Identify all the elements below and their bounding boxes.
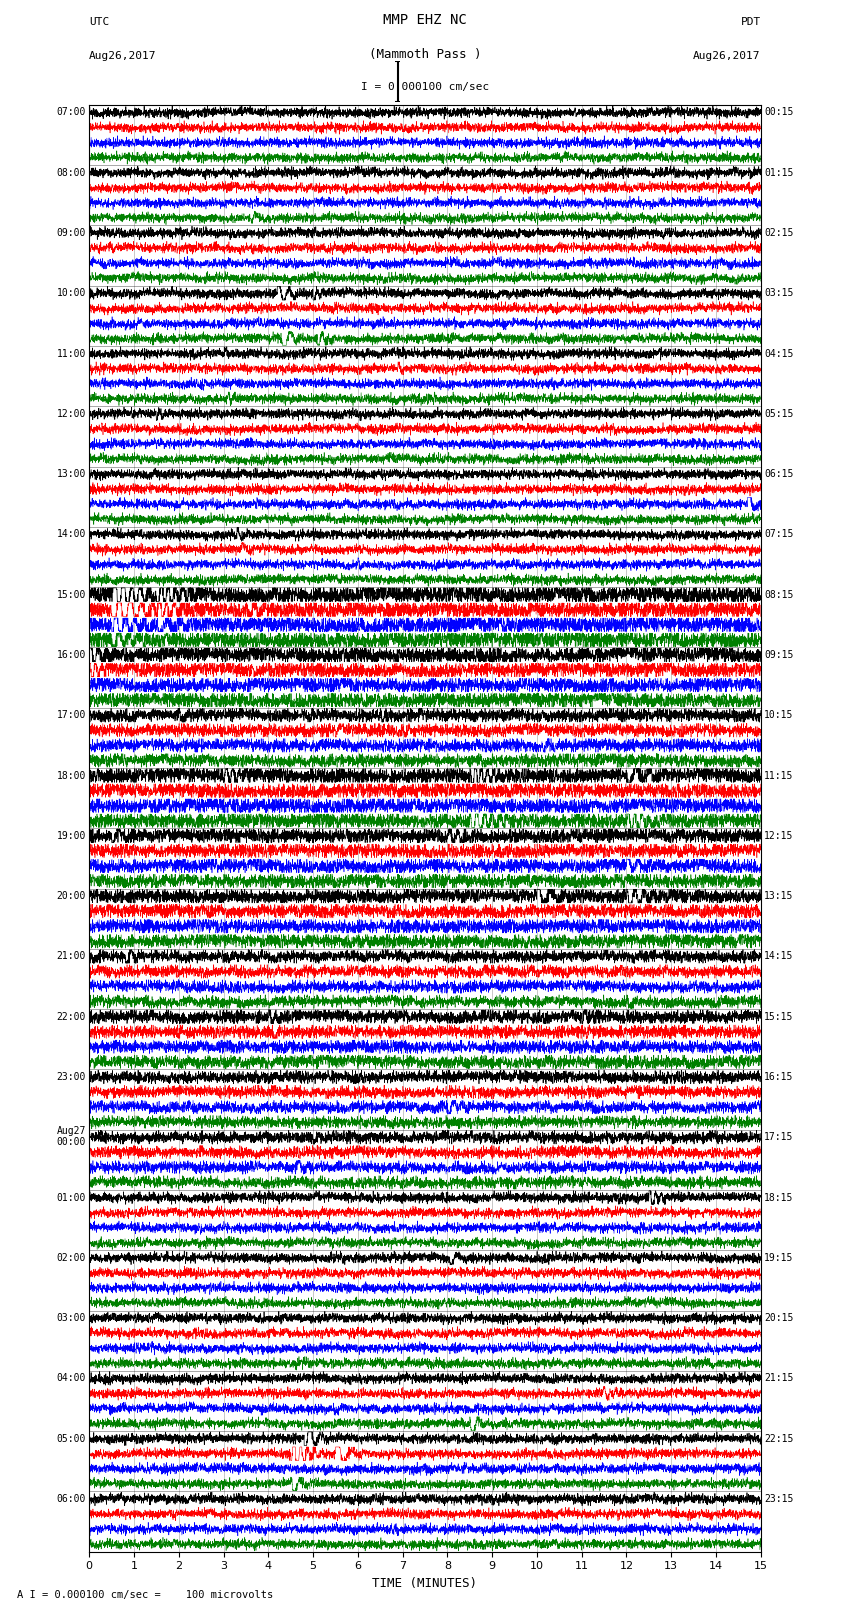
Text: 19:15: 19:15	[764, 1253, 794, 1263]
Text: 12:15: 12:15	[764, 831, 794, 840]
Text: 15:15: 15:15	[764, 1011, 794, 1021]
Text: 20:15: 20:15	[764, 1313, 794, 1323]
Text: 09:00: 09:00	[56, 227, 86, 239]
Text: 14:00: 14:00	[56, 529, 86, 539]
Text: 01:15: 01:15	[764, 168, 794, 177]
Text: 04:00: 04:00	[56, 1373, 86, 1384]
Text: 09:15: 09:15	[764, 650, 794, 660]
Text: 13:15: 13:15	[764, 890, 794, 902]
Text: 12:00: 12:00	[56, 408, 86, 419]
Text: 10:15: 10:15	[764, 710, 794, 721]
Text: I = 0.000100 cm/sec: I = 0.000100 cm/sec	[361, 82, 489, 92]
Text: 06:00: 06:00	[56, 1494, 86, 1503]
Text: 19:00: 19:00	[56, 831, 86, 840]
Text: Aug27: Aug27	[56, 1126, 86, 1136]
Text: UTC: UTC	[89, 18, 110, 27]
Text: 23:00: 23:00	[56, 1073, 86, 1082]
Text: 07:15: 07:15	[764, 529, 794, 539]
Text: 21:00: 21:00	[56, 952, 86, 961]
Text: 11:15: 11:15	[764, 771, 794, 781]
Text: 18:00: 18:00	[56, 771, 86, 781]
Text: 16:15: 16:15	[764, 1073, 794, 1082]
Text: 22:15: 22:15	[764, 1434, 794, 1444]
Text: 00:00: 00:00	[56, 1137, 86, 1147]
Text: 05:15: 05:15	[764, 408, 794, 419]
Text: 02:00: 02:00	[56, 1253, 86, 1263]
Text: 20:00: 20:00	[56, 890, 86, 902]
Text: 13:00: 13:00	[56, 469, 86, 479]
Text: 00:15: 00:15	[764, 108, 794, 118]
Text: 23:15: 23:15	[764, 1494, 794, 1503]
Text: 17:15: 17:15	[764, 1132, 794, 1142]
X-axis label: TIME (MINUTES): TIME (MINUTES)	[372, 1578, 478, 1590]
Text: 06:15: 06:15	[764, 469, 794, 479]
Text: Aug26,2017: Aug26,2017	[694, 52, 761, 61]
Text: 22:00: 22:00	[56, 1011, 86, 1021]
Text: 08:15: 08:15	[764, 590, 794, 600]
Text: 08:00: 08:00	[56, 168, 86, 177]
Text: 04:15: 04:15	[764, 348, 794, 358]
Text: 07:00: 07:00	[56, 108, 86, 118]
Text: 02:15: 02:15	[764, 227, 794, 239]
Text: 11:00: 11:00	[56, 348, 86, 358]
Text: 10:00: 10:00	[56, 289, 86, 298]
Text: 03:15: 03:15	[764, 289, 794, 298]
Text: 18:15: 18:15	[764, 1192, 794, 1203]
Text: MMP EHZ NC: MMP EHZ NC	[383, 13, 467, 27]
Text: (Mammoth Pass ): (Mammoth Pass )	[369, 48, 481, 61]
Text: 14:15: 14:15	[764, 952, 794, 961]
Text: 16:00: 16:00	[56, 650, 86, 660]
Text: PDT: PDT	[740, 18, 761, 27]
Text: Aug26,2017: Aug26,2017	[89, 52, 156, 61]
Text: 03:00: 03:00	[56, 1313, 86, 1323]
Text: 15:00: 15:00	[56, 590, 86, 600]
Text: 21:15: 21:15	[764, 1373, 794, 1384]
Text: 01:00: 01:00	[56, 1192, 86, 1203]
Text: 17:00: 17:00	[56, 710, 86, 721]
Text: A I = 0.000100 cm/sec =    100 microvolts: A I = 0.000100 cm/sec = 100 microvolts	[17, 1590, 273, 1600]
Text: 05:00: 05:00	[56, 1434, 86, 1444]
